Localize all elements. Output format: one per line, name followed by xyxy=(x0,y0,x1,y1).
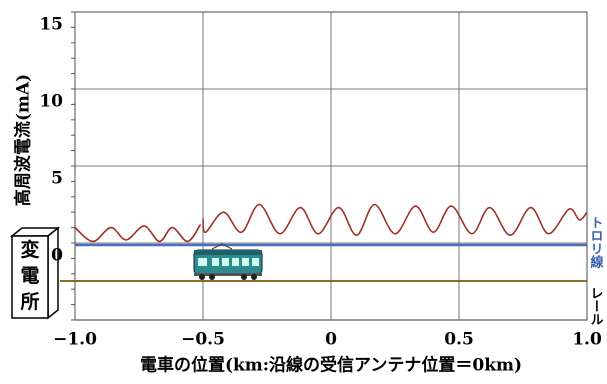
x-tick-label: 0 xyxy=(325,330,337,350)
substation-label: 電 xyxy=(20,265,39,287)
x-tick-label: 0.5 xyxy=(444,330,474,350)
y-tick-label: 10 xyxy=(39,92,63,112)
x-tick-label: −0.5 xyxy=(181,330,225,350)
x-tick-label: −1.0 xyxy=(53,330,97,350)
y-tick-label: 5 xyxy=(51,169,63,189)
substation-label: 変 xyxy=(20,238,39,261)
y-tick-label: 0 xyxy=(51,246,63,266)
y-tick-label: 15 xyxy=(39,15,63,35)
x-axis-title: 電車の位置(km:沿線の受信アンテナ位置＝0km) xyxy=(140,355,522,376)
trolley-label: トロリ線 xyxy=(588,216,604,269)
x-tick-label: 1.0 xyxy=(572,330,602,350)
background xyxy=(0,0,607,380)
rail-label: レール xyxy=(588,287,604,326)
substation-label: 所 xyxy=(20,291,39,313)
substation: 変 電 所 xyxy=(12,228,58,318)
chart: 変 電 所 トロリ線 レール 高周波電流(mA) 電車の位置(km:沿線の受信ア… xyxy=(0,0,607,380)
y-axis-title: 高周波電流(mA) xyxy=(13,74,34,206)
